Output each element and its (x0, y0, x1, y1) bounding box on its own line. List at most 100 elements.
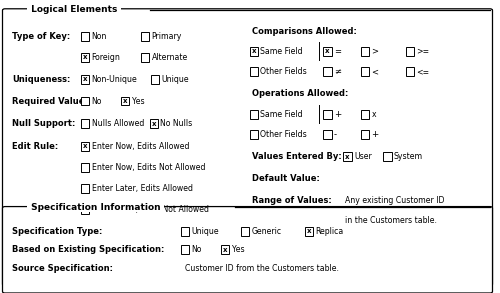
Bar (323, 130, 332, 139)
Text: Default Value:: Default Value: (252, 174, 320, 183)
Text: Yes: Yes (232, 245, 244, 254)
Bar (140, 53, 149, 62)
Text: Any existing Customer ID: Any existing Customer ID (345, 196, 444, 205)
Text: Replica: Replica (316, 227, 344, 236)
Bar (250, 130, 258, 139)
Bar (240, 227, 250, 236)
Bar (80, 184, 90, 193)
Text: x: x (307, 229, 311, 234)
FancyBboxPatch shape (2, 207, 492, 293)
Text: Same Field: Same Field (260, 47, 303, 56)
Bar (150, 119, 158, 128)
Bar (406, 67, 414, 76)
Bar (250, 67, 258, 76)
Text: Alternate: Alternate (152, 53, 188, 62)
Text: Non-Unique: Non-Unique (92, 75, 137, 84)
Bar (360, 47, 370, 56)
Bar (360, 110, 370, 119)
Text: Primary: Primary (152, 32, 182, 41)
Bar (343, 152, 352, 161)
Text: =: = (334, 47, 341, 56)
Bar (323, 47, 332, 56)
Text: Unique: Unique (162, 75, 189, 84)
Text: Enter Later, Edits Not Allowed: Enter Later, Edits Not Allowed (92, 205, 208, 214)
Text: Unique: Unique (192, 227, 219, 236)
Text: No: No (92, 97, 102, 105)
Text: x: x (83, 54, 87, 60)
Bar (80, 205, 90, 214)
Text: User: User (354, 152, 372, 161)
Text: Type of Key:: Type of Key: (12, 32, 71, 41)
Text: >: > (372, 47, 378, 56)
Text: Source Specification:: Source Specification: (12, 265, 114, 273)
Text: x: x (252, 48, 256, 54)
Text: Same Field: Same Field (260, 110, 303, 119)
Text: -: - (334, 130, 337, 139)
FancyBboxPatch shape (2, 9, 492, 286)
Text: >=: >= (416, 47, 430, 56)
Text: Enter Now, Edits Not Allowed: Enter Now, Edits Not Allowed (92, 163, 205, 172)
Text: Other Fields: Other Fields (260, 130, 307, 139)
Text: +: + (372, 130, 379, 139)
Bar (220, 245, 230, 254)
Text: Edit Rule:: Edit Rule: (12, 142, 59, 151)
Text: Logical Elements: Logical Elements (28, 5, 120, 14)
Text: No Nulls: No Nulls (160, 119, 193, 128)
Text: No: No (192, 245, 202, 254)
Text: Enter Now, Edits Allowed: Enter Now, Edits Allowed (92, 142, 189, 151)
Text: Foreign: Foreign (92, 53, 120, 62)
Text: x: x (152, 121, 156, 127)
Bar (406, 47, 414, 56)
Text: <=: <= (416, 67, 430, 76)
Text: x: x (345, 154, 350, 160)
Text: Other Fields: Other Fields (260, 67, 307, 76)
Bar (150, 75, 160, 84)
Text: Required Value:: Required Value: (12, 97, 88, 105)
Bar (80, 163, 90, 172)
Bar (250, 47, 258, 56)
Text: <: < (372, 67, 378, 76)
Text: Generic: Generic (252, 227, 282, 236)
Text: x: x (123, 98, 127, 104)
Text: x: x (372, 110, 376, 119)
Bar (360, 67, 370, 76)
Text: Enter Later, Edits Allowed: Enter Later, Edits Allowed (92, 184, 192, 193)
Text: x: x (83, 76, 87, 82)
Bar (180, 227, 190, 236)
Text: Uniqueness:: Uniqueness: (12, 75, 71, 84)
Text: x: x (83, 144, 87, 149)
Text: Range of Values:: Range of Values: (252, 196, 332, 205)
Bar (80, 119, 90, 128)
Bar (360, 130, 370, 139)
Text: in the Customers table.: in the Customers table. (345, 216, 437, 225)
Text: Comparisons Allowed:: Comparisons Allowed: (252, 27, 358, 36)
Bar (80, 142, 90, 151)
Text: Yes: Yes (132, 97, 144, 105)
Bar (304, 227, 314, 236)
Text: Based on Existing Specification:: Based on Existing Specification: (12, 245, 165, 254)
Text: x: x (325, 48, 330, 54)
Text: ≠: ≠ (334, 67, 341, 76)
Bar (80, 53, 90, 62)
Text: Specification Type:: Specification Type: (12, 227, 103, 236)
Text: Nulls Allowed: Nulls Allowed (92, 119, 144, 128)
Bar (250, 110, 258, 119)
Text: Null Support:: Null Support: (12, 119, 76, 128)
Text: Operations Allowed:: Operations Allowed: (252, 89, 349, 98)
Text: Non: Non (92, 32, 107, 41)
Bar (80, 32, 90, 41)
Text: Customer ID from the Customers table.: Customer ID from the Customers table. (185, 265, 339, 273)
Bar (323, 67, 332, 76)
Text: Values Entered By:: Values Entered By: (252, 152, 342, 161)
Bar (180, 245, 190, 254)
Bar (323, 110, 332, 119)
Text: System: System (394, 152, 423, 161)
Text: Specification Information: Specification Information (28, 203, 163, 212)
Bar (80, 75, 90, 84)
Bar (120, 97, 130, 105)
Bar (140, 32, 149, 41)
Bar (383, 152, 392, 161)
Text: x: x (223, 247, 227, 253)
Bar (80, 97, 90, 105)
Text: +: + (334, 110, 341, 119)
